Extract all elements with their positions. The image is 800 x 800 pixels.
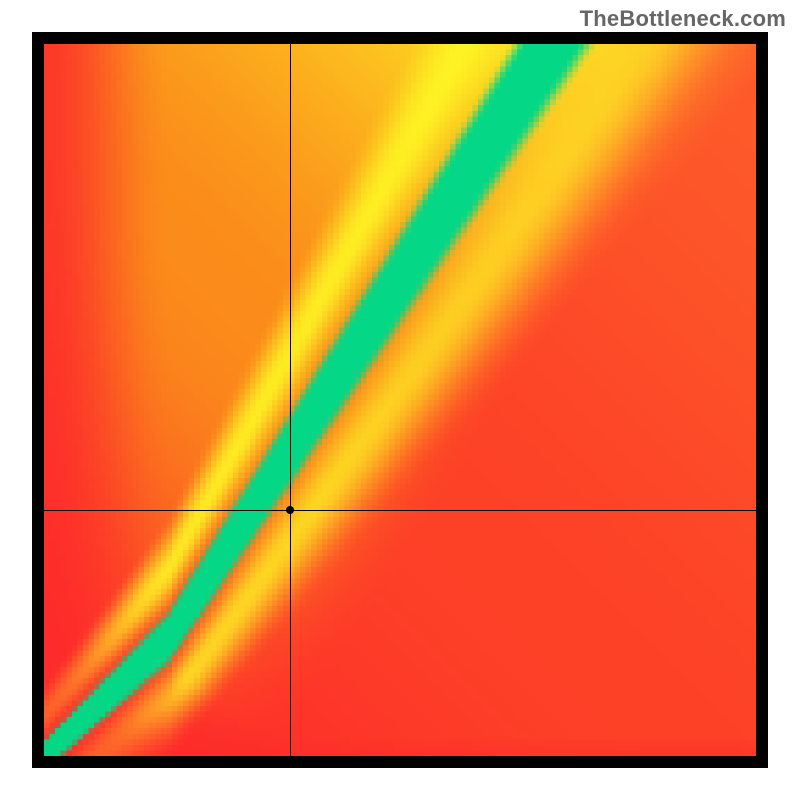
chart-container: TheBottleneck.com (0, 0, 800, 800)
plot-frame (32, 32, 768, 768)
plot-area (44, 44, 756, 756)
watermark-text: TheBottleneck.com (580, 6, 786, 32)
crosshair-horizontal (44, 510, 756, 511)
heatmap-canvas (44, 44, 756, 756)
crosshair-vertical (290, 44, 291, 756)
crosshair-marker (286, 506, 294, 514)
